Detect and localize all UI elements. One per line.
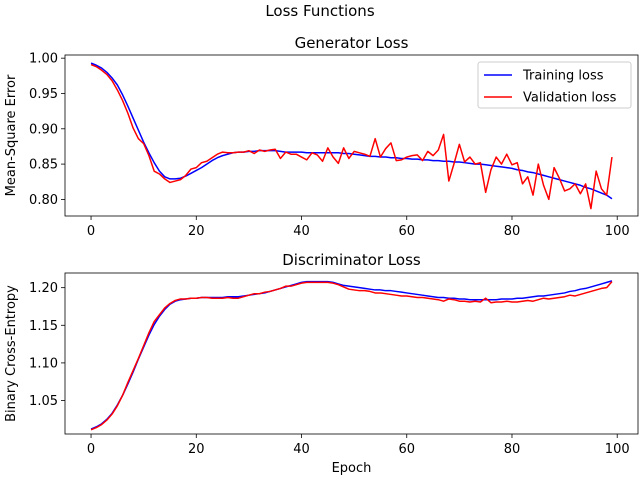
- chart-0-xtick-label: 60: [398, 224, 415, 239]
- chart-1-xtick-label: 100: [605, 442, 630, 457]
- generator-loss-axes: Generator Loss 0 20 40 60 80 100 0.80 0.85 0.90 0.…: [4, 34, 639, 239]
- chart-1-ytick-label: 1.20: [29, 281, 58, 296]
- chart-1-ylabel: Binary Cross-Entropy: [4, 285, 19, 422]
- chart-1-ytick-label: 1.05: [29, 394, 58, 409]
- chart-1-ytick-label: 1.15: [29, 319, 58, 334]
- chart-0-ytick-label: 0.85: [29, 158, 58, 173]
- chart-1-title: Discriminator Loss: [282, 251, 421, 269]
- chart-0-legend-box: [477, 61, 632, 109]
- discriminator-loss-axes: Discriminator Loss 0 20 40 60 80 100 1.05 1.10 1.…: [4, 251, 639, 476]
- chart-0-title: Generator Loss: [295, 34, 409, 52]
- chart-0-xtick-label: 80: [504, 224, 521, 239]
- chart-0-xtick-label: 100: [605, 224, 630, 239]
- chart-1-xtick-label: 40: [293, 442, 310, 457]
- chart-1-xtick-label: 0: [87, 442, 95, 457]
- figure-suptitle: Loss Functions: [265, 2, 374, 20]
- chart-0-xtick-label: 0: [87, 224, 95, 239]
- chart-1-xtick-label: 80: [504, 442, 521, 457]
- chart-1-xlabel: Epoch: [332, 461, 372, 476]
- chart-0-legend: Training loss Validation loss: [477, 61, 632, 109]
- chart-0-legend-label-training-loss: Training loss: [522, 69, 604, 84]
- chart-0-ytick-label: 1.00: [29, 52, 58, 67]
- chart-0-ytick-label: 0.80: [29, 193, 58, 208]
- chart-1-xtick-label: 60: [398, 442, 415, 457]
- chart-0-xtick-label: 40: [293, 224, 310, 239]
- chart-1-axes-frame: [64, 272, 639, 435]
- chart-0-legend-label-validation-loss: Validation loss: [523, 91, 617, 106]
- chart-0-ytick-label: 0.90: [29, 122, 58, 137]
- chart-0-ytick-label: 0.95: [29, 87, 58, 102]
- chart-1-series-validation-loss-line: [90, 281, 613, 431]
- chart-1-xtick-label: 20: [188, 442, 205, 457]
- chart-0-ylabel: Mean-Square Error: [4, 74, 19, 196]
- chart-0-axes-frame: [64, 54, 639, 217]
- chart-0-xtick-label: 20: [188, 224, 205, 239]
- chart-1-ytick-label: 1.10: [29, 356, 58, 371]
- chart-0-series-validation-loss-line: [90, 63, 613, 210]
